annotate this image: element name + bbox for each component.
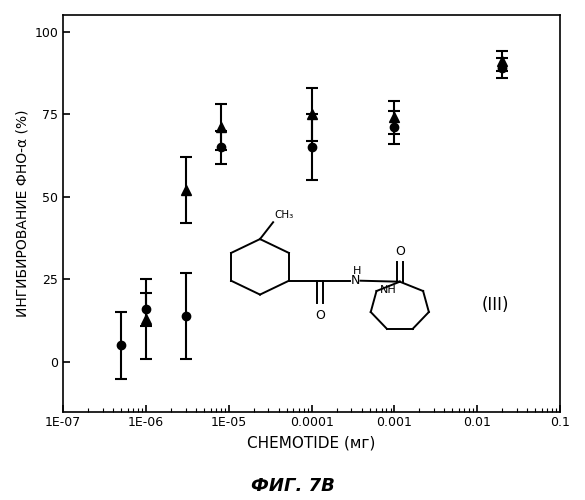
Y-axis label: ИНГИБИРОВАНИЕ ФНО-α (%): ИНГИБИРОВАНИЕ ФНО-α (%): [15, 110, 29, 317]
Text: ФИГ. 7В: ФИГ. 7В: [250, 477, 335, 495]
Text: (III): (III): [481, 296, 509, 314]
X-axis label: CHEMOTIDE (мг): CHEMOTIDE (мг): [247, 435, 376, 450]
